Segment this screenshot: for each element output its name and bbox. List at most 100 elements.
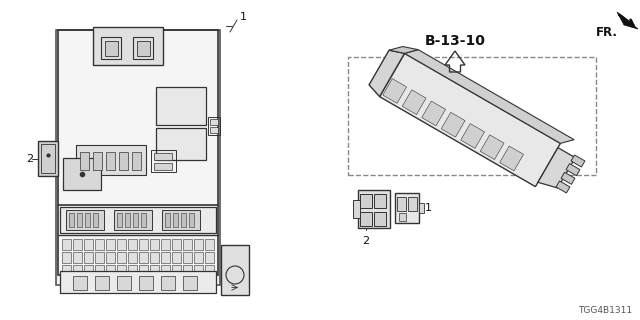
Bar	[106, 239, 115, 250]
Bar	[348, 57, 596, 175]
Polygon shape	[556, 181, 570, 193]
Bar	[172, 239, 181, 250]
Bar	[374, 212, 386, 226]
Bar	[408, 197, 417, 211]
Bar	[73, 276, 87, 290]
Bar	[117, 278, 126, 289]
Bar	[205, 252, 214, 263]
Bar	[105, 41, 118, 56]
Bar	[73, 252, 82, 263]
Bar	[358, 190, 390, 228]
Bar	[93, 152, 102, 170]
Bar	[73, 265, 82, 276]
Bar	[189, 213, 194, 227]
Bar	[150, 265, 159, 276]
Bar	[84, 239, 93, 250]
Bar	[117, 239, 126, 250]
Bar	[95, 252, 104, 263]
Bar	[210, 119, 218, 125]
Bar	[84, 278, 93, 289]
Bar	[183, 276, 197, 290]
Bar	[165, 213, 170, 227]
Bar	[117, 265, 126, 276]
Bar	[133, 37, 153, 59]
Bar	[172, 252, 181, 263]
Bar	[353, 200, 360, 218]
Bar	[181, 213, 186, 227]
Bar	[95, 276, 109, 290]
Text: 1: 1	[240, 12, 247, 22]
Text: FR.: FR.	[596, 26, 618, 39]
Polygon shape	[571, 155, 585, 167]
Bar	[128, 265, 137, 276]
Bar	[76, 145, 146, 175]
Bar	[221, 245, 249, 295]
Bar	[139, 265, 148, 276]
Bar	[128, 278, 137, 289]
Bar	[161, 252, 170, 263]
Polygon shape	[441, 112, 465, 137]
Bar	[183, 265, 192, 276]
Polygon shape	[369, 50, 404, 97]
Bar	[106, 152, 115, 170]
Bar	[84, 252, 93, 263]
Bar	[63, 158, 101, 190]
Bar	[139, 252, 148, 263]
Bar	[58, 30, 218, 275]
Polygon shape	[380, 53, 561, 187]
Bar	[194, 278, 203, 289]
Bar	[183, 278, 192, 289]
Bar	[128, 252, 137, 263]
Bar	[62, 252, 71, 263]
Bar	[194, 252, 203, 263]
Bar	[139, 278, 148, 289]
Bar	[162, 210, 200, 230]
Bar	[399, 213, 406, 221]
Polygon shape	[538, 148, 575, 188]
Polygon shape	[461, 124, 484, 148]
Bar	[156, 128, 206, 160]
Bar	[161, 239, 170, 250]
Polygon shape	[422, 101, 445, 126]
Bar	[84, 265, 93, 276]
Polygon shape	[566, 164, 580, 176]
Bar	[395, 193, 419, 223]
Bar	[41, 144, 55, 173]
Bar	[154, 153, 172, 160]
Bar	[172, 278, 181, 289]
Bar	[161, 278, 170, 289]
Bar	[69, 213, 74, 227]
Bar	[93, 213, 98, 227]
Bar	[101, 37, 121, 59]
Bar	[132, 152, 141, 170]
Bar	[77, 213, 82, 227]
Bar	[95, 278, 104, 289]
Bar	[161, 265, 170, 276]
Bar	[150, 239, 159, 250]
Bar	[374, 194, 386, 208]
Bar	[117, 252, 126, 263]
Bar	[128, 239, 137, 250]
Bar	[38, 141, 58, 176]
Bar	[56, 30, 220, 285]
Polygon shape	[561, 172, 575, 184]
Bar	[106, 278, 115, 289]
Text: B-13-10: B-13-10	[424, 34, 485, 48]
Bar	[208, 117, 220, 135]
Bar	[95, 239, 104, 250]
Polygon shape	[500, 146, 524, 171]
Bar	[183, 239, 192, 250]
Bar	[95, 265, 104, 276]
Bar	[62, 265, 71, 276]
Bar	[151, 150, 176, 172]
Text: 2: 2	[26, 154, 33, 164]
Bar	[62, 278, 71, 289]
Bar	[66, 210, 104, 230]
Bar	[117, 213, 122, 227]
Bar	[205, 278, 214, 289]
Bar	[119, 152, 128, 170]
Bar	[73, 278, 82, 289]
Bar	[139, 239, 148, 250]
Polygon shape	[389, 46, 418, 53]
Text: 1: 1	[425, 203, 432, 213]
